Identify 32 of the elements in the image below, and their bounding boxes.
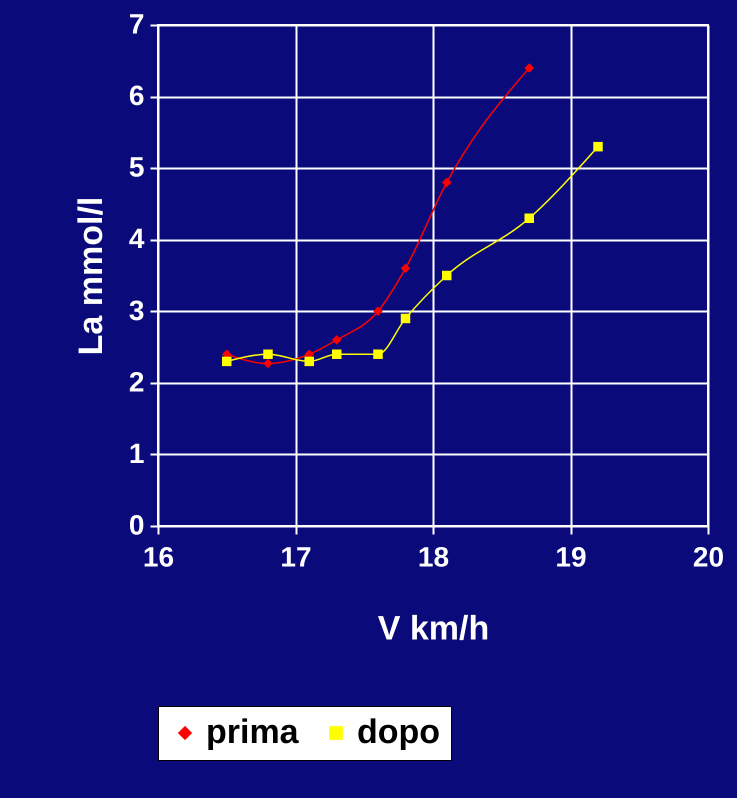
y-tick-label: 5 bbox=[128, 152, 144, 183]
y-tick-label: 0 bbox=[128, 510, 144, 540]
y-tick-label: 4 bbox=[128, 223, 145, 254]
point bbox=[524, 63, 534, 73]
point bbox=[400, 264, 410, 274]
x-tick-label: 16 bbox=[142, 542, 174, 572]
legend-label: prima bbox=[206, 713, 300, 751]
point bbox=[524, 214, 534, 223]
y-tick-label: 2 bbox=[128, 366, 144, 398]
point bbox=[222, 356, 232, 366]
x-tick-label: 20 bbox=[692, 542, 724, 572]
y-tick-label: 6 bbox=[128, 80, 144, 112]
x-tick-label: 19 bbox=[555, 542, 587, 572]
x-axis-title: V km/h bbox=[378, 610, 490, 648]
point bbox=[373, 349, 383, 359]
point bbox=[400, 314, 410, 324]
y-tick-label: 7 bbox=[128, 8, 144, 40]
point bbox=[332, 349, 342, 359]
x-tick-label: 18 bbox=[418, 542, 450, 572]
point bbox=[593, 142, 603, 152]
point bbox=[263, 349, 273, 359]
point bbox=[373, 306, 383, 316]
point bbox=[263, 358, 273, 368]
point bbox=[442, 270, 452, 280]
y-tick-label: 3 bbox=[128, 294, 144, 326]
point bbox=[304, 356, 314, 366]
y-tick-label: 1 bbox=[128, 438, 144, 469]
point bbox=[332, 335, 342, 345]
y-axis-title: La mmol/l bbox=[72, 196, 110, 356]
legend-label: dopo bbox=[357, 713, 440, 751]
point bbox=[442, 178, 452, 188]
x-tick-label: 17 bbox=[280, 542, 312, 572]
